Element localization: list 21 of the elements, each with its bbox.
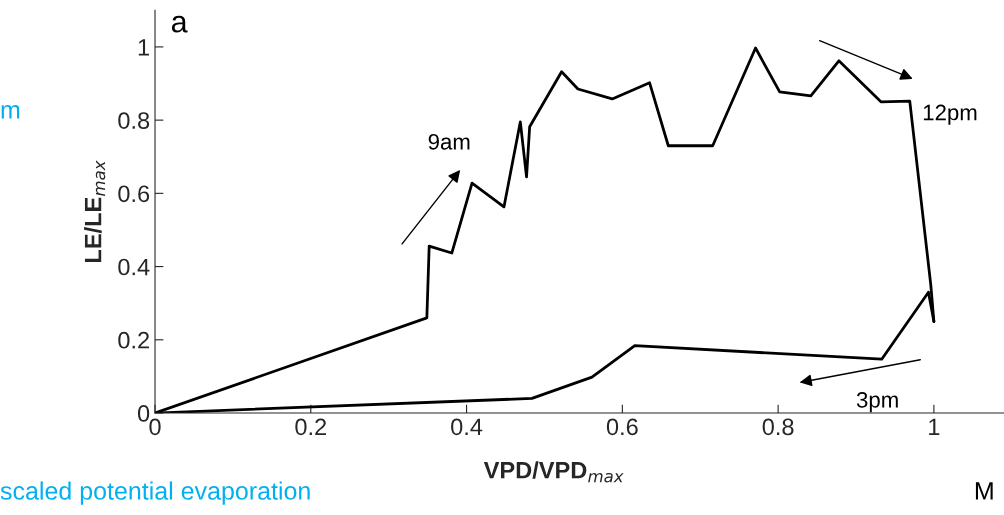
y-tick-label: 0 bbox=[137, 405, 150, 422]
y-axis-title: LE/LE$_{max}$ bbox=[84, 160, 106, 263]
annotation: a bbox=[171, 15, 188, 33]
text: m bbox=[1, 105, 20, 119]
x-tick-label: 0.6 bbox=[606, 418, 638, 436]
annotation: 9am bbox=[428, 133, 470, 150]
y-tick-label: 0.8 bbox=[118, 112, 150, 129]
y-tick-label: 0.6 bbox=[118, 185, 150, 203]
annotation: 3pm bbox=[856, 392, 898, 413]
text: M bbox=[975, 482, 993, 500]
y-tick-label: 0.2 bbox=[118, 331, 149, 349]
x-tick-label: 0 bbox=[149, 418, 161, 436]
y-tick-label: 1 bbox=[138, 39, 150, 56]
x-tick-label: 1 bbox=[929, 418, 940, 435]
x-tick-label: 0.2 bbox=[295, 418, 327, 436]
x-tick-label: 0.8 bbox=[762, 418, 794, 436]
x-axis-title: VPD/VPD$_{max}$ bbox=[483, 461, 624, 483]
annotation: 12pm bbox=[923, 104, 977, 125]
x-tick-label: 0.4 bbox=[451, 418, 483, 436]
y-tick-label: 0.4 bbox=[118, 258, 150, 276]
text: scaled potential evaporation bbox=[0, 481, 310, 505]
